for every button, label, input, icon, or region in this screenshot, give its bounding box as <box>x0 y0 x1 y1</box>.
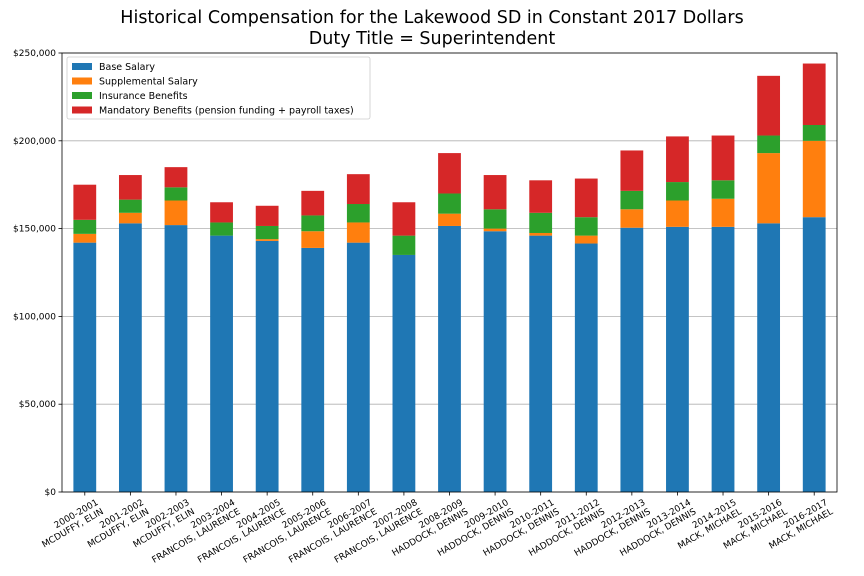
bar-segment <box>392 202 416 236</box>
chart-title: Historical Compensation for the Lakewood… <box>120 8 744 28</box>
legend-label: Mandatory Benefits (pension funding + pa… <box>99 106 354 117</box>
bar-segment <box>210 235 233 492</box>
bar-segment <box>802 140 826 218</box>
chart-title-block: Historical Compensation for the Lakewood… <box>0 8 864 50</box>
bar-segment <box>255 240 279 492</box>
chart-subtitle: Duty Title = Superintendent <box>308 29 556 49</box>
bar-segment <box>666 200 689 227</box>
y-tick-label: $0 <box>45 488 57 498</box>
bar-segment <box>620 150 644 191</box>
bar-segment <box>73 242 97 492</box>
bar-segment <box>255 225 279 240</box>
bar-segment <box>255 239 279 241</box>
bar-segment <box>757 153 781 224</box>
bar-segment <box>529 235 553 492</box>
bar-segment <box>164 187 188 201</box>
bar-segment <box>711 198 735 227</box>
bar-segment <box>574 235 598 244</box>
bar-segment <box>529 232 553 236</box>
bar-segment <box>392 254 416 492</box>
legend: Base Salary Supplemental Salary Insurance … <box>66 56 371 120</box>
bar-segment <box>301 247 325 492</box>
bar-segment <box>802 217 826 492</box>
bar-segment <box>210 202 233 223</box>
legend-swatch <box>72 63 92 70</box>
plot-frame <box>61 52 838 493</box>
bar-segment <box>529 212 553 233</box>
bar-segment <box>483 231 507 492</box>
bar-segment <box>301 190 325 216</box>
bar-segment <box>438 225 461 492</box>
bar-segment <box>483 209 507 229</box>
bar-segment <box>73 219 97 234</box>
legend-box <box>66 56 371 120</box>
bar-segment <box>346 222 370 243</box>
bar-segment <box>438 213 461 226</box>
bar-segment <box>757 135 781 154</box>
bar-segment <box>392 235 416 255</box>
bar-segment <box>574 243 598 492</box>
bar-segment <box>346 174 370 205</box>
bar-segment <box>346 204 370 223</box>
legend-label: Insurance Benefits <box>99 91 188 102</box>
bar-segment <box>164 225 188 492</box>
y-tick-label: $50,000 <box>19 400 56 410</box>
bar-segment <box>802 124 826 141</box>
bar-segment <box>666 182 689 201</box>
legend-label: Supplemental Salary <box>99 77 198 88</box>
bar-segment <box>118 212 142 224</box>
y-tick-label: $100,000 <box>13 312 56 322</box>
legend-swatch <box>72 77 92 85</box>
bar-segment <box>301 231 325 248</box>
bar-segment <box>483 228 507 232</box>
bar-segment <box>438 193 461 214</box>
bar-segment <box>118 223 142 492</box>
bar-segment <box>301 215 325 232</box>
bar-segment <box>210 222 233 236</box>
bar-segment <box>164 200 188 226</box>
bar-segment <box>164 167 188 188</box>
bar-segment <box>620 190 644 210</box>
y-tick-label: $150,000 <box>13 225 56 235</box>
bar-segment <box>483 175 507 210</box>
bar-segment <box>118 175 142 200</box>
bar-segment <box>757 223 781 492</box>
bar-segment <box>529 180 553 213</box>
bar-segment <box>574 217 598 236</box>
bar-segment <box>711 226 735 492</box>
bar-segment <box>255 205 279 226</box>
bar-segment <box>620 209 644 228</box>
bar-segment <box>438 153 461 194</box>
bar-segment <box>118 199 142 213</box>
bar-segment <box>666 136 689 183</box>
legend-swatch <box>72 92 92 99</box>
legend-swatch <box>72 106 92 114</box>
bar-segment <box>73 233 97 243</box>
bar-segment <box>574 178 598 218</box>
bar-segment <box>346 242 370 492</box>
y-tick-label: $250,000 <box>13 49 56 59</box>
bar-segment <box>757 75 781 136</box>
bar-segment <box>711 180 735 199</box>
bar-segment <box>666 226 689 492</box>
bar-segment <box>802 63 826 125</box>
bar-segment <box>711 135 735 181</box>
y-tick-label: $200,000 <box>13 137 56 147</box>
bars <box>73 63 826 493</box>
legend-label: Base Salary <box>99 62 155 73</box>
bar-segment <box>73 184 97 220</box>
bar-segment <box>620 227 644 493</box>
